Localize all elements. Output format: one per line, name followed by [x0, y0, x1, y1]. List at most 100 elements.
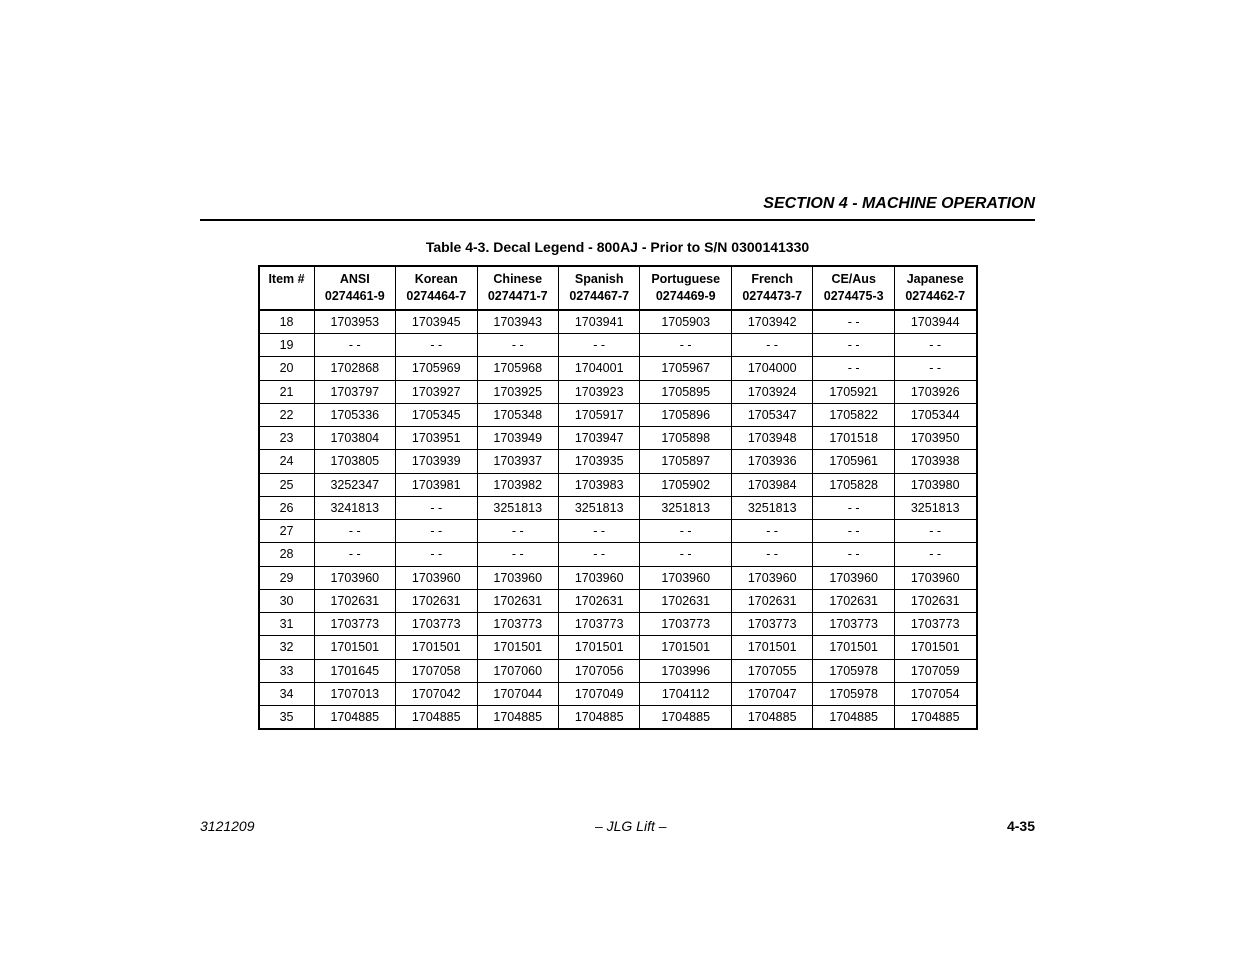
- table-cell: 1705347: [731, 403, 812, 426]
- table-cell: 1707013: [314, 682, 395, 705]
- col-header-7: CE/Aus0274475-3: [813, 266, 894, 310]
- table-cell: 1703960: [558, 566, 639, 589]
- table-cell: 1703773: [396, 613, 477, 636]
- table-cell: 1703984: [731, 473, 812, 496]
- table-cell: 1704885: [894, 706, 976, 730]
- table-cell: 33: [259, 659, 315, 682]
- table-cell: 1704885: [640, 706, 732, 730]
- table-cell: 1704001: [558, 357, 639, 380]
- table-cell: 1701501: [640, 636, 732, 659]
- table-cell: 34: [259, 682, 315, 705]
- table-cell: 1705902: [640, 473, 732, 496]
- table-cell: 31: [259, 613, 315, 636]
- table-row: 2317038041703951170394917039471705898170…: [259, 427, 977, 450]
- table-cell: 1703960: [640, 566, 732, 589]
- col-header-label: Spanish: [575, 272, 624, 286]
- table-row: 3017026311702631170263117026311702631170…: [259, 589, 977, 612]
- table-cell: - -: [477, 334, 558, 357]
- table-cell: 1703951: [396, 427, 477, 450]
- table-cell: 1703943: [477, 310, 558, 334]
- table-cell: 1703804: [314, 427, 395, 450]
- table-row: 2017028681705969170596817040011705967170…: [259, 357, 977, 380]
- table-cell: 1704885: [813, 706, 894, 730]
- table-cell: 1707058: [396, 659, 477, 682]
- table-cell: 1702631: [396, 589, 477, 612]
- table-cell: 1704885: [396, 706, 477, 730]
- table-cell: 1701501: [894, 636, 976, 659]
- table-cell: - -: [731, 543, 812, 566]
- table-cell: 1703773: [731, 613, 812, 636]
- table-cell: 1707049: [558, 682, 639, 705]
- table-cell: 1703960: [314, 566, 395, 589]
- section-header: SECTION 4 - MACHINE OPERATION: [200, 195, 1035, 221]
- table-row: 263241813- -3251813325181332518133251813…: [259, 496, 977, 519]
- footer-page-number: 4-35: [1007, 818, 1035, 834]
- col-header-sub: 0274467-7: [565, 288, 633, 305]
- table-row: 2217053361705345170534817059171705896170…: [259, 403, 977, 426]
- table-cell: 1703926: [894, 380, 976, 403]
- table-cell: 1705978: [813, 682, 894, 705]
- table-header-row: Item #ANSI0274461-9Korean0274464-7Chines…: [259, 266, 977, 310]
- table-cell: 1701645: [314, 659, 395, 682]
- table-cell: - -: [813, 496, 894, 519]
- table-cell: - -: [640, 520, 732, 543]
- footer-center-label: – JLG Lift –: [595, 818, 667, 834]
- table-cell: - -: [813, 543, 894, 566]
- table-cell: 1702631: [813, 589, 894, 612]
- decal-legend-table: Item #ANSI0274461-9Korean0274464-7Chines…: [258, 265, 978, 730]
- page-footer: 3121209 – JLG Lift – 4-35: [200, 818, 1035, 834]
- table-cell: 19: [259, 334, 315, 357]
- table-cell: 27: [259, 520, 315, 543]
- col-header-label: Chinese: [493, 272, 542, 286]
- table-cell: 1703982: [477, 473, 558, 496]
- table-cell: 1702631: [731, 589, 812, 612]
- table-row: 3217015011701501170150117015011701501170…: [259, 636, 977, 659]
- table-cell: 1703960: [477, 566, 558, 589]
- table-cell: 1701518: [813, 427, 894, 450]
- table-cell: 1703944: [894, 310, 976, 334]
- table-cell: 1705896: [640, 403, 732, 426]
- table-header: Item #ANSI0274461-9Korean0274464-7Chines…: [259, 266, 977, 310]
- table-cell: 1705348: [477, 403, 558, 426]
- table-cell: 26: [259, 496, 315, 519]
- table-row: 2417038051703939170393717039351705897170…: [259, 450, 977, 473]
- table-cell: 1703773: [558, 613, 639, 636]
- col-header-1: ANSI 0274461-9: [314, 266, 395, 310]
- table-cell: 1701501: [477, 636, 558, 659]
- table-cell: 1705336: [314, 403, 395, 426]
- col-header-4: Spanish 0274467-7: [558, 266, 639, 310]
- table-cell: 1701501: [558, 636, 639, 659]
- table-cell: 1704885: [477, 706, 558, 730]
- table-cell: 1707042: [396, 682, 477, 705]
- table-cell: - -: [558, 520, 639, 543]
- table-cell: 1703927: [396, 380, 477, 403]
- table-cell: 1703925: [477, 380, 558, 403]
- table-cell: 1705903: [640, 310, 732, 334]
- table-cell: 1703924: [731, 380, 812, 403]
- table-cell: 1705961: [813, 450, 894, 473]
- col-header-5: Portuguese0274469-9: [640, 266, 732, 310]
- table-cell: - -: [640, 334, 732, 357]
- col-header-sub: 0274469-9: [646, 288, 725, 305]
- col-header-8: Japanese0274462-7: [894, 266, 976, 310]
- table-cell: 1703773: [314, 613, 395, 636]
- col-header-sub: 0274461-9: [321, 288, 389, 305]
- table-cell: 1707047: [731, 682, 812, 705]
- table-cell: 1703948: [731, 427, 812, 450]
- table-cell: 1701501: [396, 636, 477, 659]
- table-cell: - -: [396, 520, 477, 543]
- page-content: SECTION 4 - MACHINE OPERATION Table 4-3.…: [200, 195, 1035, 730]
- table-cell: 1703773: [640, 613, 732, 636]
- table-cell: 1703805: [314, 450, 395, 473]
- table-cell: 1705822: [813, 403, 894, 426]
- col-header-label: ANSI: [340, 272, 370, 286]
- table-cell: 18: [259, 310, 315, 334]
- table-cell: 25: [259, 473, 315, 496]
- table-cell: 1705978: [813, 659, 894, 682]
- col-header-sub: 0274473-7: [738, 288, 806, 305]
- table-cell: 29: [259, 566, 315, 589]
- table-cell: 1703938: [894, 450, 976, 473]
- table-cell: 32: [259, 636, 315, 659]
- table-body: 1817039531703945170394317039411705903170…: [259, 310, 977, 730]
- table-cell: 1702631: [477, 589, 558, 612]
